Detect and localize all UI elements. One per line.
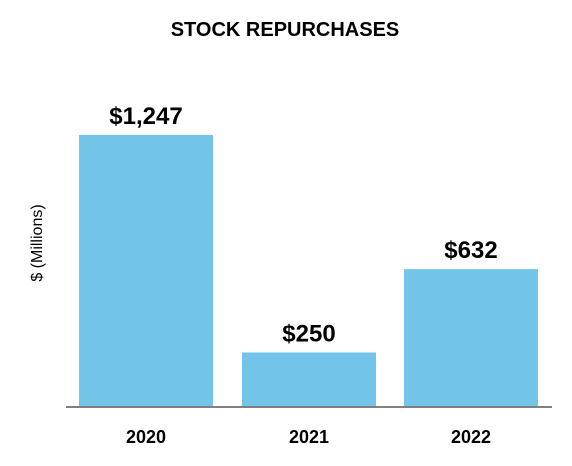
data-label-2021: $250 — [282, 320, 335, 347]
data-labels-group: $1,247 $250 $632 — [109, 103, 497, 347]
data-label-2020: $1,247 — [109, 103, 182, 130]
bar-2021 — [242, 352, 376, 407]
y-axis-label: $ (Millions) — [29, 204, 46, 281]
data-label-2022: $632 — [444, 237, 497, 264]
x-tick-label-2020: 2020 — [126, 427, 166, 447]
bar-2022 — [404, 269, 538, 407]
x-tick-label-2021: 2021 — [289, 427, 329, 447]
chart-title: STOCK REPURCHASES — [171, 19, 400, 41]
x-tick-labels-group: 2020 2021 2022 — [126, 427, 491, 447]
bar-2020 — [79, 135, 213, 407]
bars-group — [79, 135, 538, 407]
x-tick-label-2022: 2022 — [451, 427, 491, 447]
